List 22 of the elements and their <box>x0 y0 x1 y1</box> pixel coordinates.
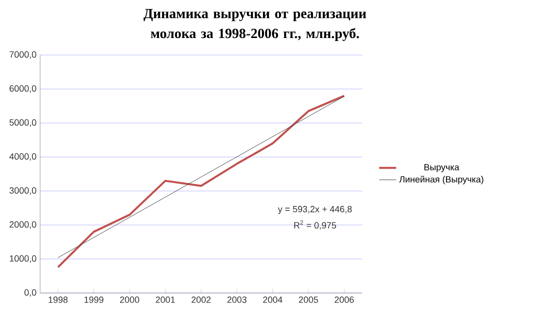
x-tick-label: 1999 <box>84 296 104 303</box>
y-tick-label: 0,0 <box>24 289 36 297</box>
x-tick-label: 2000 <box>120 296 140 303</box>
legend-label: Линейная (Выручка) <box>399 176 484 184</box>
text: Выручка <box>424 164 460 172</box>
y-tick-label: 5000,0 <box>10 119 36 127</box>
annotation: R$^{2}$ = 0,975 <box>294 220 336 230</box>
x-tick-label: 2005 <box>298 296 318 303</box>
chart-title: Динамика выручки от реализации молока за 1998-2006 гг., млн.руб. <box>144 8 366 42</box>
x-tick-label: 2004 <box>263 296 282 303</box>
x-tick-label: 2006 <box>334 296 354 303</box>
y-tick-label: 2000,0 <box>10 221 36 229</box>
y-tick-label: 6000,0 <box>10 85 36 93</box>
y-tick-label: 7000,0 <box>10 51 36 59</box>
x-tick-label: 2002 <box>192 296 211 303</box>
annotation: y = 593,2x + 446,8 <box>278 206 352 214</box>
x-tick-label: 2001 <box>156 296 175 303</box>
x-tick-label: 2003 <box>227 296 246 303</box>
x-tick-label: 1998 <box>48 296 68 303</box>
y-tick-label: 3000,0 <box>10 187 36 195</box>
y-tick-label: 4000,0 <box>9 153 36 161</box>
y-tick-label: 1000,0 <box>10 255 36 263</box>
